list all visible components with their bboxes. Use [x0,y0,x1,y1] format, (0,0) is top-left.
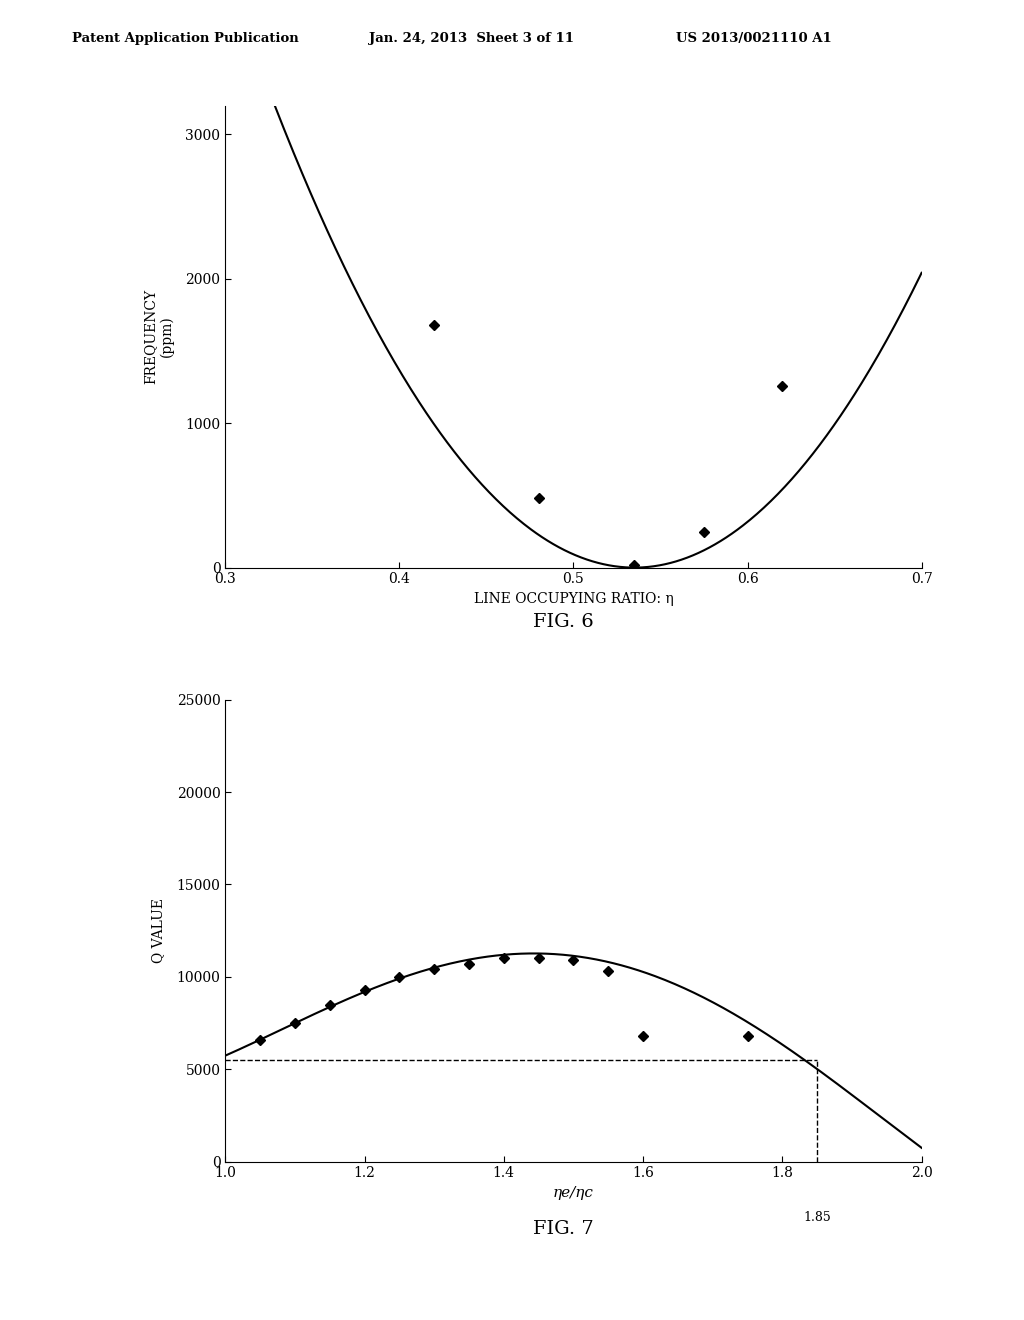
Y-axis label: Q VALUE: Q VALUE [152,898,166,964]
Text: Jan. 24, 2013  Sheet 3 of 11: Jan. 24, 2013 Sheet 3 of 11 [369,32,573,45]
Text: Patent Application Publication: Patent Application Publication [72,32,298,45]
Text: 1.85: 1.85 [803,1210,831,1224]
Text: FIG. 6: FIG. 6 [532,612,594,631]
Y-axis label: FREQUENCY
(ppm): FREQUENCY (ppm) [143,289,174,384]
Text: US 2013/0021110 A1: US 2013/0021110 A1 [676,32,831,45]
X-axis label: LINE OCCUPYING RATIO: η: LINE OCCUPYING RATIO: η [473,591,674,606]
Text: FIG. 7: FIG. 7 [532,1220,594,1238]
X-axis label: ηe/ηc: ηe/ηc [553,1185,594,1200]
